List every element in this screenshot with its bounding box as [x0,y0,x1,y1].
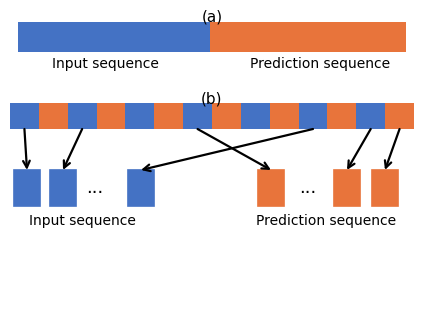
Bar [298,103,327,129]
Bar [154,103,183,129]
Bar [327,103,356,129]
Bar [10,103,39,129]
Text: ...: ... [299,179,317,197]
Text: ...: ... [86,179,103,197]
Bar [372,170,398,206]
Bar [126,103,154,129]
Text: Prediction sequence: Prediction sequence [256,214,396,228]
Text: Input sequence: Input sequence [28,214,135,228]
Bar [68,103,97,129]
Bar [270,103,298,129]
Bar [18,22,210,52]
Bar [241,103,270,129]
Bar [212,103,241,129]
Bar [128,170,154,206]
Text: Input sequence: Input sequence [52,57,159,71]
Bar [356,103,385,129]
Bar [183,103,212,129]
Bar [39,103,68,129]
Text: (a): (a) [201,9,223,24]
Bar [97,103,126,129]
Bar [385,103,414,129]
Text: Prediction sequence: Prediction sequence [250,57,390,71]
Bar [14,170,40,206]
Bar [258,170,284,206]
Text: (b): (b) [201,92,223,107]
Bar [210,22,406,52]
Bar [334,170,360,206]
Bar [50,170,76,206]
